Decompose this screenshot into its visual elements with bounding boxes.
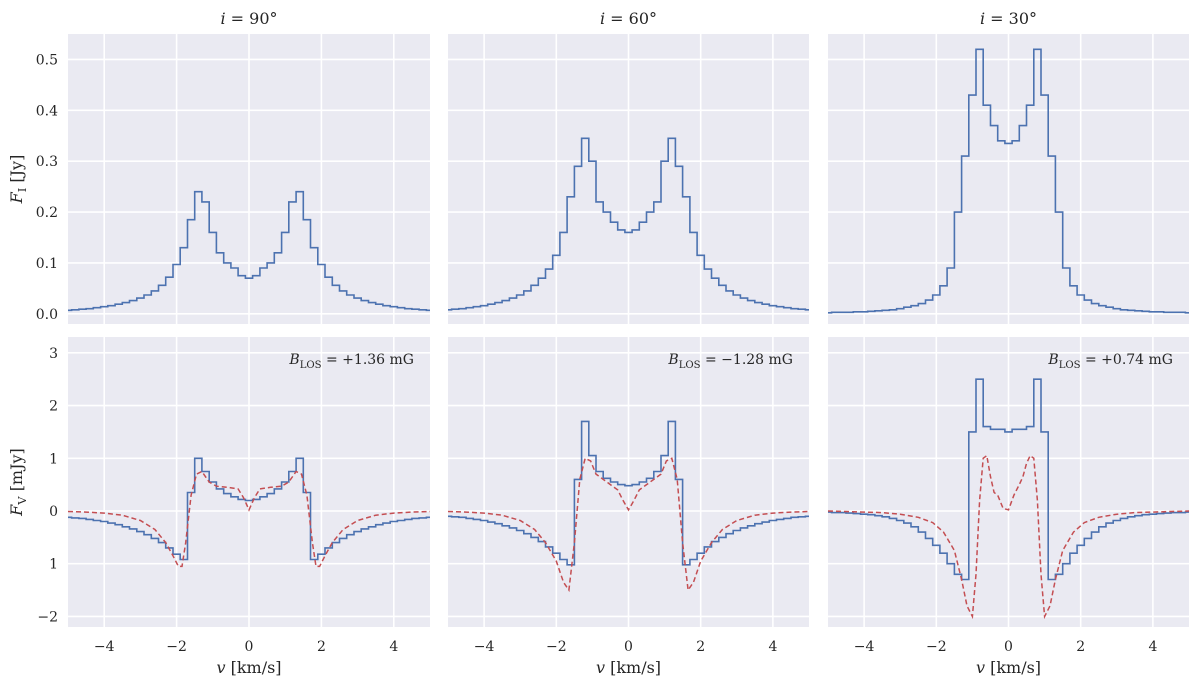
x-tick-label: −2 xyxy=(166,639,187,655)
y-tick-label: 2 xyxy=(49,399,58,415)
series-line-observed xyxy=(68,190,430,312)
panel-3: i = 30° xyxy=(828,9,1189,324)
y-tick-label: 0.3 xyxy=(36,154,58,170)
series-line-observed xyxy=(828,378,1189,581)
panel-4: −2 1 0 1 2 3 −4 −2 0 2 4 v [km/s] FV [mJy] BLOS = +1.… xyxy=(7,337,430,677)
series-line-observed xyxy=(448,137,809,311)
y-tick-label: −2 xyxy=(37,609,58,625)
panel-2: i = 60° xyxy=(448,9,809,324)
field-annotation: BLOS = −1.28 mG xyxy=(667,352,793,371)
x-tick-label: −4 xyxy=(94,639,115,655)
x-axis-label: v [km/s] xyxy=(596,658,661,677)
y-tick-label: 0.4 xyxy=(36,103,58,119)
panel-title: i = 90° xyxy=(220,9,277,28)
x-tick-label: −4 xyxy=(854,639,875,655)
x-tick-label: 4 xyxy=(389,639,398,655)
series-line-observed xyxy=(448,420,809,566)
series-line-model xyxy=(828,454,1189,620)
x-tick-label: 2 xyxy=(1076,639,1085,655)
y-tick-label: 0 xyxy=(49,504,58,520)
field-annotation: BLOS = +1.36 mG xyxy=(288,352,414,371)
series-line-model xyxy=(68,470,430,568)
x-tick-label: 0 xyxy=(245,639,254,655)
series-line-model xyxy=(448,457,809,593)
x-axis-label: v [km/s] xyxy=(976,658,1041,677)
x-tick-label: 0 xyxy=(624,639,633,655)
x-axis-label: v [km/s] xyxy=(216,658,281,677)
x-tick-label: −2 xyxy=(546,639,567,655)
y-axis-label: FI [Jy] xyxy=(7,155,29,205)
y-tick-label: 0.2 xyxy=(36,205,58,221)
panel-5: −4 −2 0 2 4 v [km/s] BLOS = −1.28 mG xyxy=(448,337,809,677)
panel-title: i = 30° xyxy=(980,9,1037,28)
y-tick-label: 1 xyxy=(49,557,58,573)
x-tick-label: −4 xyxy=(474,639,495,655)
y-tick-label: 0.0 xyxy=(36,307,58,323)
panel-6: −4 −2 0 2 4 v [km/s] BLOS = +0.74 mG xyxy=(828,337,1189,677)
y-tick-label: 1 xyxy=(49,451,58,467)
x-tick-label: 0 xyxy=(1004,639,1013,655)
x-tick-label: 4 xyxy=(1148,639,1157,655)
y-tick-label: 3 xyxy=(49,346,58,362)
x-tick-label: 2 xyxy=(317,639,326,655)
y-tick-label: 0.1 xyxy=(36,256,58,272)
x-tick-label: 4 xyxy=(768,639,777,655)
series-line-observed xyxy=(828,48,1189,314)
x-tick-label: 2 xyxy=(696,639,705,655)
x-tick-label: −2 xyxy=(926,639,947,655)
field-annotation: BLOS = +0.74 mG xyxy=(1047,352,1173,371)
y-axis-label: FV [mJy] xyxy=(7,448,29,517)
y-tick-label: 0.5 xyxy=(36,52,58,68)
panel-title: i = 60° xyxy=(600,9,657,28)
panel-1: 0.0 0.1 0.2 0.3 0.4 0.5 i = 90° FI [Jy] xyxy=(7,9,430,324)
series-line-observed xyxy=(68,457,430,561)
